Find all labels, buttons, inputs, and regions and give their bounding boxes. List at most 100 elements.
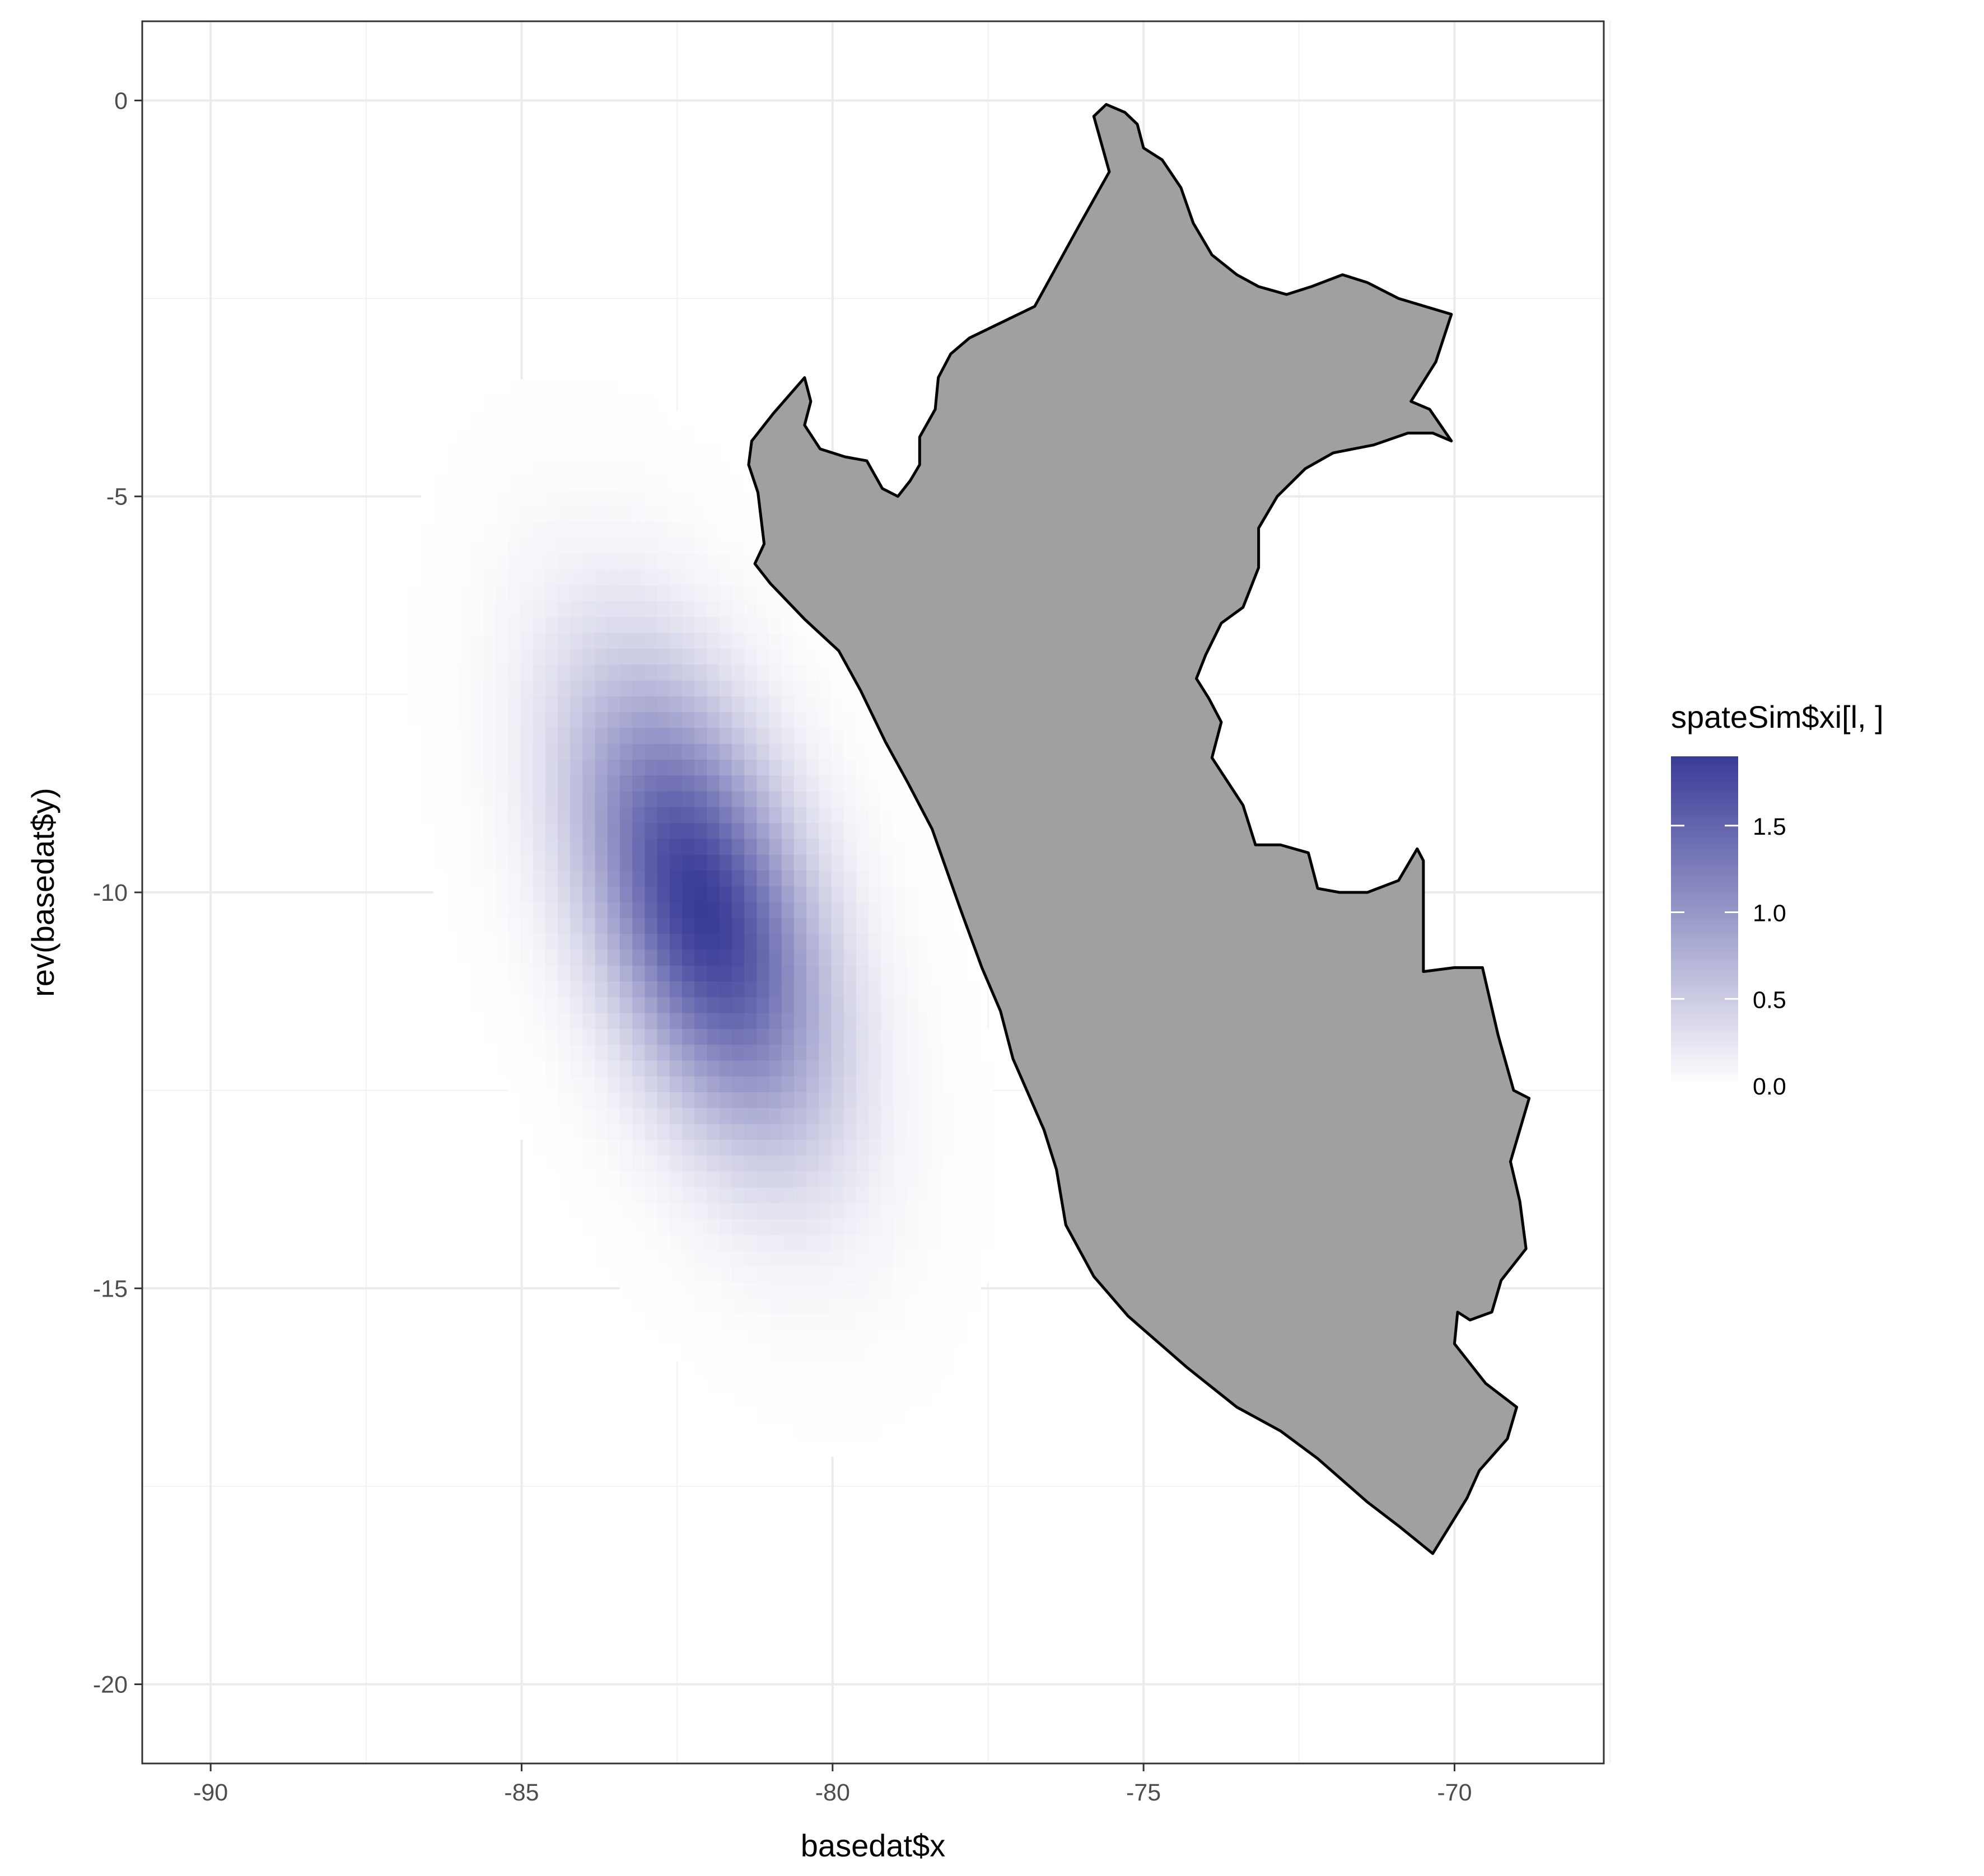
heat-cell bbox=[495, 854, 508, 871]
heat-cell bbox=[508, 759, 521, 776]
heat-cell bbox=[819, 1044, 832, 1061]
heat-cell bbox=[981, 1171, 993, 1187]
heat-cell bbox=[682, 1092, 695, 1108]
heat-cell bbox=[881, 949, 894, 966]
heat-cell bbox=[582, 1028, 596, 1045]
heat-cell bbox=[458, 870, 472, 887]
heat-cell bbox=[669, 1187, 683, 1204]
heat-cell bbox=[918, 997, 931, 1013]
heat-cell bbox=[769, 822, 782, 839]
heat-cell bbox=[632, 854, 645, 871]
heat-cell bbox=[483, 933, 496, 950]
heat-cell bbox=[607, 1060, 620, 1077]
heat-cell bbox=[433, 616, 446, 633]
heat-cell bbox=[831, 886, 844, 902]
heat-cell bbox=[433, 506, 446, 522]
heat-cell bbox=[632, 601, 645, 617]
heat-cell bbox=[595, 395, 608, 411]
heat-cell bbox=[557, 743, 571, 760]
heat-cell bbox=[968, 1203, 981, 1219]
heat-cell bbox=[508, 965, 521, 982]
heat-cell bbox=[931, 1250, 944, 1267]
heat-cell bbox=[793, 997, 807, 1013]
heat-cell bbox=[769, 1155, 782, 1172]
x-axis-title: basedat$x bbox=[801, 1828, 945, 1863]
heat-cell bbox=[781, 759, 795, 776]
heat-cell bbox=[744, 918, 757, 934]
heat-cell bbox=[831, 775, 844, 792]
heat-cell bbox=[893, 870, 907, 887]
heat-cell bbox=[819, 680, 832, 696]
heat-cell bbox=[843, 743, 857, 760]
heat-cell bbox=[918, 1218, 931, 1235]
legend-ticks: 0.00.51.01.5 bbox=[1671, 813, 1786, 1100]
heat-cell bbox=[769, 1298, 782, 1314]
heat-cell bbox=[918, 1203, 931, 1219]
heat-cell bbox=[495, 775, 508, 792]
heat-cell bbox=[744, 727, 757, 744]
heat-cell bbox=[669, 664, 683, 681]
heat-cell bbox=[408, 553, 422, 570]
heat-cell bbox=[744, 1203, 757, 1219]
heat-cell bbox=[905, 1298, 919, 1314]
heat-cell bbox=[843, 1440, 857, 1457]
heat-cell bbox=[931, 1361, 944, 1378]
heat-cell bbox=[769, 1028, 782, 1045]
heat-cell bbox=[533, 633, 546, 649]
heat-cell bbox=[433, 743, 446, 760]
heat-cell bbox=[819, 743, 832, 760]
heat-cell bbox=[981, 1155, 993, 1172]
heat-cell bbox=[458, 648, 472, 665]
heat-cell bbox=[719, 1155, 732, 1172]
heat-cell bbox=[421, 569, 434, 586]
heat-cell bbox=[632, 838, 645, 855]
heat-cell bbox=[458, 537, 472, 554]
heat-cell bbox=[831, 1028, 844, 1045]
heat-cell bbox=[831, 1409, 844, 1425]
heat-cell bbox=[881, 822, 894, 839]
heat-cell bbox=[495, 474, 508, 491]
heat-cell bbox=[955, 1028, 969, 1045]
heat-cell bbox=[719, 1139, 732, 1156]
heat-cell bbox=[856, 933, 869, 950]
heat-cell bbox=[843, 918, 857, 934]
heat-cell bbox=[570, 1171, 583, 1187]
heat-cell bbox=[582, 1060, 596, 1077]
heat-cell bbox=[694, 712, 708, 728]
heat-cell bbox=[445, 490, 459, 507]
heat-cell bbox=[470, 949, 484, 966]
heat-cell bbox=[918, 949, 931, 966]
heat-cell bbox=[781, 775, 795, 792]
heat-cell bbox=[843, 1171, 857, 1187]
heat-cell bbox=[433, 601, 446, 617]
heat-cell bbox=[955, 1092, 969, 1108]
heat-cell bbox=[707, 1234, 720, 1251]
heat-cell bbox=[843, 1409, 857, 1425]
heat-cell bbox=[557, 442, 571, 459]
heat-cell bbox=[694, 537, 708, 554]
heat-cell bbox=[669, 759, 683, 776]
heat-cell bbox=[470, 601, 484, 617]
heat-cell bbox=[719, 537, 732, 554]
heat-cell bbox=[707, 442, 720, 459]
heat-cell bbox=[470, 696, 484, 713]
heat-cell bbox=[918, 1281, 931, 1298]
heat-cell bbox=[520, 981, 534, 998]
heat-cell bbox=[843, 1092, 857, 1108]
heat-cell bbox=[731, 506, 745, 522]
heat-cell bbox=[843, 727, 857, 744]
heat-cell bbox=[520, 1060, 534, 1077]
heat-cell bbox=[557, 918, 571, 934]
heat-cell bbox=[781, 1092, 795, 1108]
heat-cell bbox=[719, 790, 732, 807]
heat-cell bbox=[657, 442, 670, 459]
heat-cell bbox=[545, 395, 558, 411]
heat-cell bbox=[869, 743, 882, 760]
heat-cell bbox=[682, 1203, 695, 1219]
heat-cell bbox=[595, 759, 608, 776]
heat-cell bbox=[557, 395, 571, 411]
heat-cell bbox=[533, 807, 546, 824]
heat-cell bbox=[508, 1013, 521, 1029]
heat-cell bbox=[757, 743, 770, 760]
heat-cell bbox=[819, 1266, 832, 1283]
